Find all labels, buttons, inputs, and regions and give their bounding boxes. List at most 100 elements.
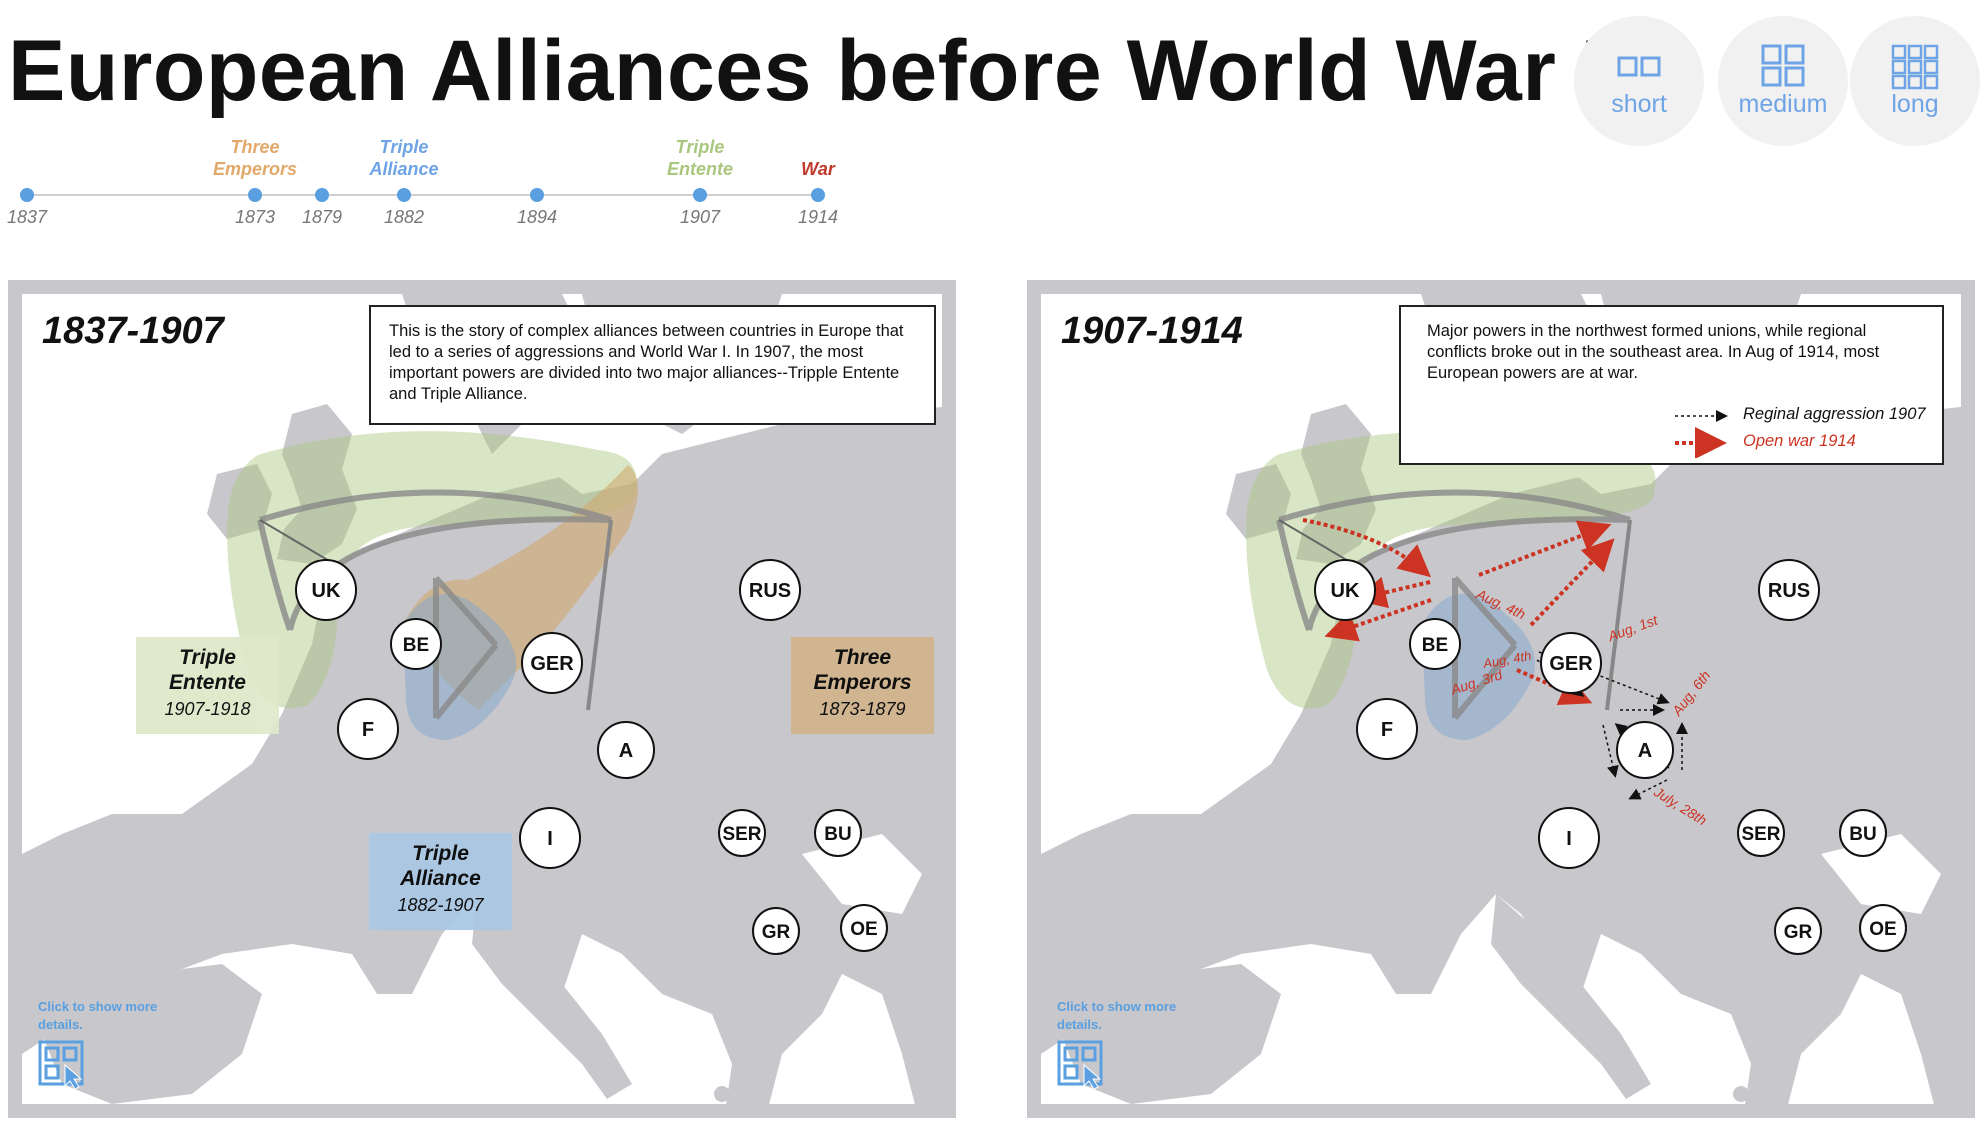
country-circle[interactable] [1758,559,1820,621]
country-node-be[interactable]: BE [1409,618,1461,670]
country-label: I [1566,828,1572,850]
country-label: OE [850,919,877,940]
country-circle[interactable] [295,559,357,621]
country-label: BU [824,824,851,845]
short-length-button[interactable]: short [1574,16,1704,146]
timeline-year: 1837 [7,207,48,227]
long-length-button[interactable]: long [1850,16,1980,146]
aggression-arrow [1538,651,1670,705]
medium-label: medium [1738,90,1828,118]
left-panel[interactable]: 1837-1907 This is the story of complex a… [8,280,956,1118]
panel-title: 1907-1914 [1061,310,1243,352]
country-node-be[interactable]: BE [390,618,442,670]
timeline-point[interactable] [20,188,34,202]
right-panel[interactable]: 1907-1914 Major powers in the northwest … [1027,280,1975,1118]
country-label: BE [403,635,429,656]
alliance-years: 1873-1879 [819,699,906,719]
country-node-ser[interactable]: SER [1737,809,1785,857]
country-circle[interactable] [739,559,801,621]
europe-map [1027,280,1975,1118]
country-node-oe[interactable]: OE [1859,904,1907,952]
country-label: GR [1784,922,1813,943]
legend-war-label: Open war 1914 [1743,432,1856,450]
country-circle[interactable] [337,698,399,760]
country-node-rus[interactable]: RUS [739,559,801,621]
medium-length-button[interactable]: medium [1718,16,1848,146]
country-node-rus[interactable]: RUS [1758,559,1820,621]
three-emperors-label: Three Emperors 1873-1879 [791,637,934,734]
timeline-event-label: Triple [380,137,429,157]
country-label: RUS [749,580,791,602]
country-circle[interactable] [1737,809,1785,857]
timeline-event-label: Three [230,137,279,157]
country-circle[interactable] [1540,632,1602,694]
country-circle[interactable] [1616,721,1674,779]
country-node-uk[interactable]: UK [295,559,357,621]
timeline-point[interactable] [530,188,544,202]
country-node-uk[interactable]: UK [1314,559,1376,621]
short-label: short [1611,90,1667,118]
details-hint[interactable]: Click to show more details. [1057,999,1177,1032]
four-squares-icon [1761,44,1805,87]
country-node-ger[interactable]: GER [521,632,583,694]
war-arrow [1302,518,1432,578]
country-node-a[interactable]: A [1616,721,1674,779]
country-node-oe[interactable]: OE [840,904,888,952]
timeline-point[interactable] [248,188,262,202]
country-node-i[interactable]: I [1538,807,1600,869]
country-circle[interactable] [519,807,581,869]
timeline-point[interactable] [397,188,411,202]
timeline-event-label: Alliance [368,159,438,179]
details-hint[interactable]: Click to show more details. [38,999,158,1032]
country-circle[interactable] [1774,907,1822,955]
country-label: SER [1741,824,1780,845]
triple-alliance-label: Triple Alliance 1882-1907 [369,833,512,930]
country-node-a[interactable]: A [597,721,655,779]
aggression-arrow [1602,724,1619,778]
country-circle[interactable] [1538,807,1600,869]
country-node-bu[interactable]: BU [1839,809,1887,857]
timeline-point[interactable] [315,188,329,202]
alliance-name: Triple Entente [168,646,246,694]
country-label: A [619,740,633,762]
timeline-year: 1914 [798,207,838,227]
timeline-year: 1879 [302,207,342,227]
details-icon[interactable] [1057,1040,1107,1090]
country-circle[interactable] [1409,618,1461,670]
two-squares-icon [1617,56,1661,77]
country-node-i[interactable]: I [519,807,581,869]
country-node-gr[interactable]: GR [752,907,800,955]
country-circle[interactable] [1839,809,1887,857]
country-circle[interactable] [597,721,655,779]
description-box: Major powers in the northwest formed uni… [1399,305,1944,465]
country-label: GR [762,922,791,943]
country-circle[interactable] [1314,559,1376,621]
country-node-f[interactable]: F [337,698,399,760]
country-label: GER [1549,653,1593,675]
timeline-year: 1907 [680,207,721,227]
country-label: GER [530,653,574,675]
country-circle[interactable] [840,904,888,952]
country-node-bu[interactable]: BU [814,809,862,857]
country-node-ger[interactable]: GER [1540,632,1602,694]
timeline-point[interactable] [811,188,825,202]
country-node-gr[interactable]: GR [1774,907,1822,955]
long-label: long [1891,90,1939,118]
country-circle[interactable] [752,907,800,955]
country-circle[interactable] [718,809,766,857]
details-icon[interactable] [38,1040,88,1090]
country-node-ser[interactable]: SER [718,809,766,857]
alliance-name: Three Emperors [813,646,912,694]
country-circle[interactable] [1356,698,1418,760]
country-circle[interactable] [390,618,442,670]
country-circle[interactable] [521,632,583,694]
triple-entente-label: Triple Entente 1907-1918 [136,637,279,734]
war-arrow [1324,598,1432,642]
country-circle[interactable] [1859,904,1907,952]
war-arrow [1478,520,1612,577]
timeline-event-label: Entente [667,159,733,179]
timeline-point[interactable] [693,188,707,202]
country-node-f[interactable]: F [1356,698,1418,760]
country-circle[interactable] [814,809,862,857]
